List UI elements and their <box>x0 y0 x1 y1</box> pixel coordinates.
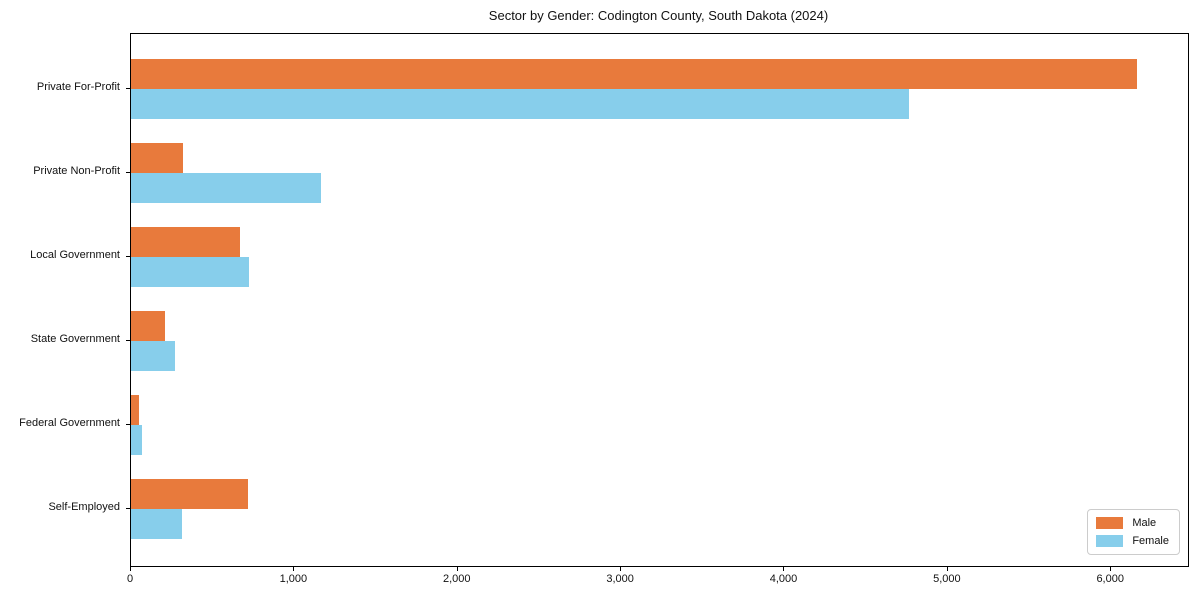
bar-female-federal-government <box>131 424 142 455</box>
legend-item-male: Male <box>1096 517 1169 529</box>
ytick-mark <box>126 171 130 173</box>
bar-male-local-government <box>131 226 241 257</box>
xtick-mark <box>1110 567 1112 571</box>
xtick-label-1000: 1,000 <box>279 573 308 585</box>
legend-swatch-male <box>1096 517 1124 529</box>
ytick-mark <box>126 507 130 509</box>
ytick-label-private-non-profit: Private Non-Profit <box>33 164 120 177</box>
xtick-label-3000: 3,000 <box>606 573 634 585</box>
legend-label-male: Male <box>1132 517 1157 529</box>
legend-label-female: Female <box>1132 535 1169 547</box>
xtick-label-2000: 2,000 <box>442 573 471 585</box>
bar-male-private-for-profit <box>131 59 1138 89</box>
bar-male-private-non-profit <box>131 142 184 173</box>
ytick-label-self-employed: Self-Employed <box>48 500 120 513</box>
ytick-mark <box>126 339 130 341</box>
xtick-label-6000: 6,000 <box>1096 573 1124 585</box>
chart-title: Sector by Gender: Codington County, Sout… <box>488 8 829 23</box>
xtick-mark <box>783 567 785 571</box>
ytick-label-state-government: State Government <box>30 332 120 345</box>
ytick-mark <box>126 423 130 425</box>
xtick-mark <box>620 567 622 571</box>
bar-female-private-non-profit <box>131 172 321 203</box>
bar-female-private-for-profit <box>131 89 909 119</box>
xtick-label-4000: 4,000 <box>769 573 798 585</box>
bar-female-state-government <box>131 340 176 371</box>
ytick-label-federal-government: Federal Government <box>19 416 120 429</box>
ytick-mark <box>126 255 130 257</box>
xtick-label-5000: 5,000 <box>933 573 961 585</box>
legend-swatch-female <box>1096 535 1124 547</box>
xtick-mark <box>946 567 948 571</box>
bar-male-federal-government <box>131 394 140 425</box>
plot-area: Male Female <box>130 33 1189 567</box>
bar-female-self-employed <box>131 508 182 539</box>
xtick-mark <box>456 567 458 571</box>
xtick-mark <box>293 567 295 571</box>
bar-male-state-government <box>131 310 166 341</box>
ytick-label-local-government: Local Government <box>30 248 120 261</box>
legend: Male Female <box>1087 509 1180 555</box>
xtick-label-0: 0 <box>126 573 134 585</box>
ytick-label-private-for-profit: Private For-Profit <box>36 81 120 93</box>
bar-male-self-employed <box>131 478 248 509</box>
bar-female-local-government <box>131 256 249 287</box>
xtick-mark <box>130 567 131 571</box>
ytick-mark <box>126 88 130 89</box>
legend-item-female: Female <box>1096 535 1169 547</box>
